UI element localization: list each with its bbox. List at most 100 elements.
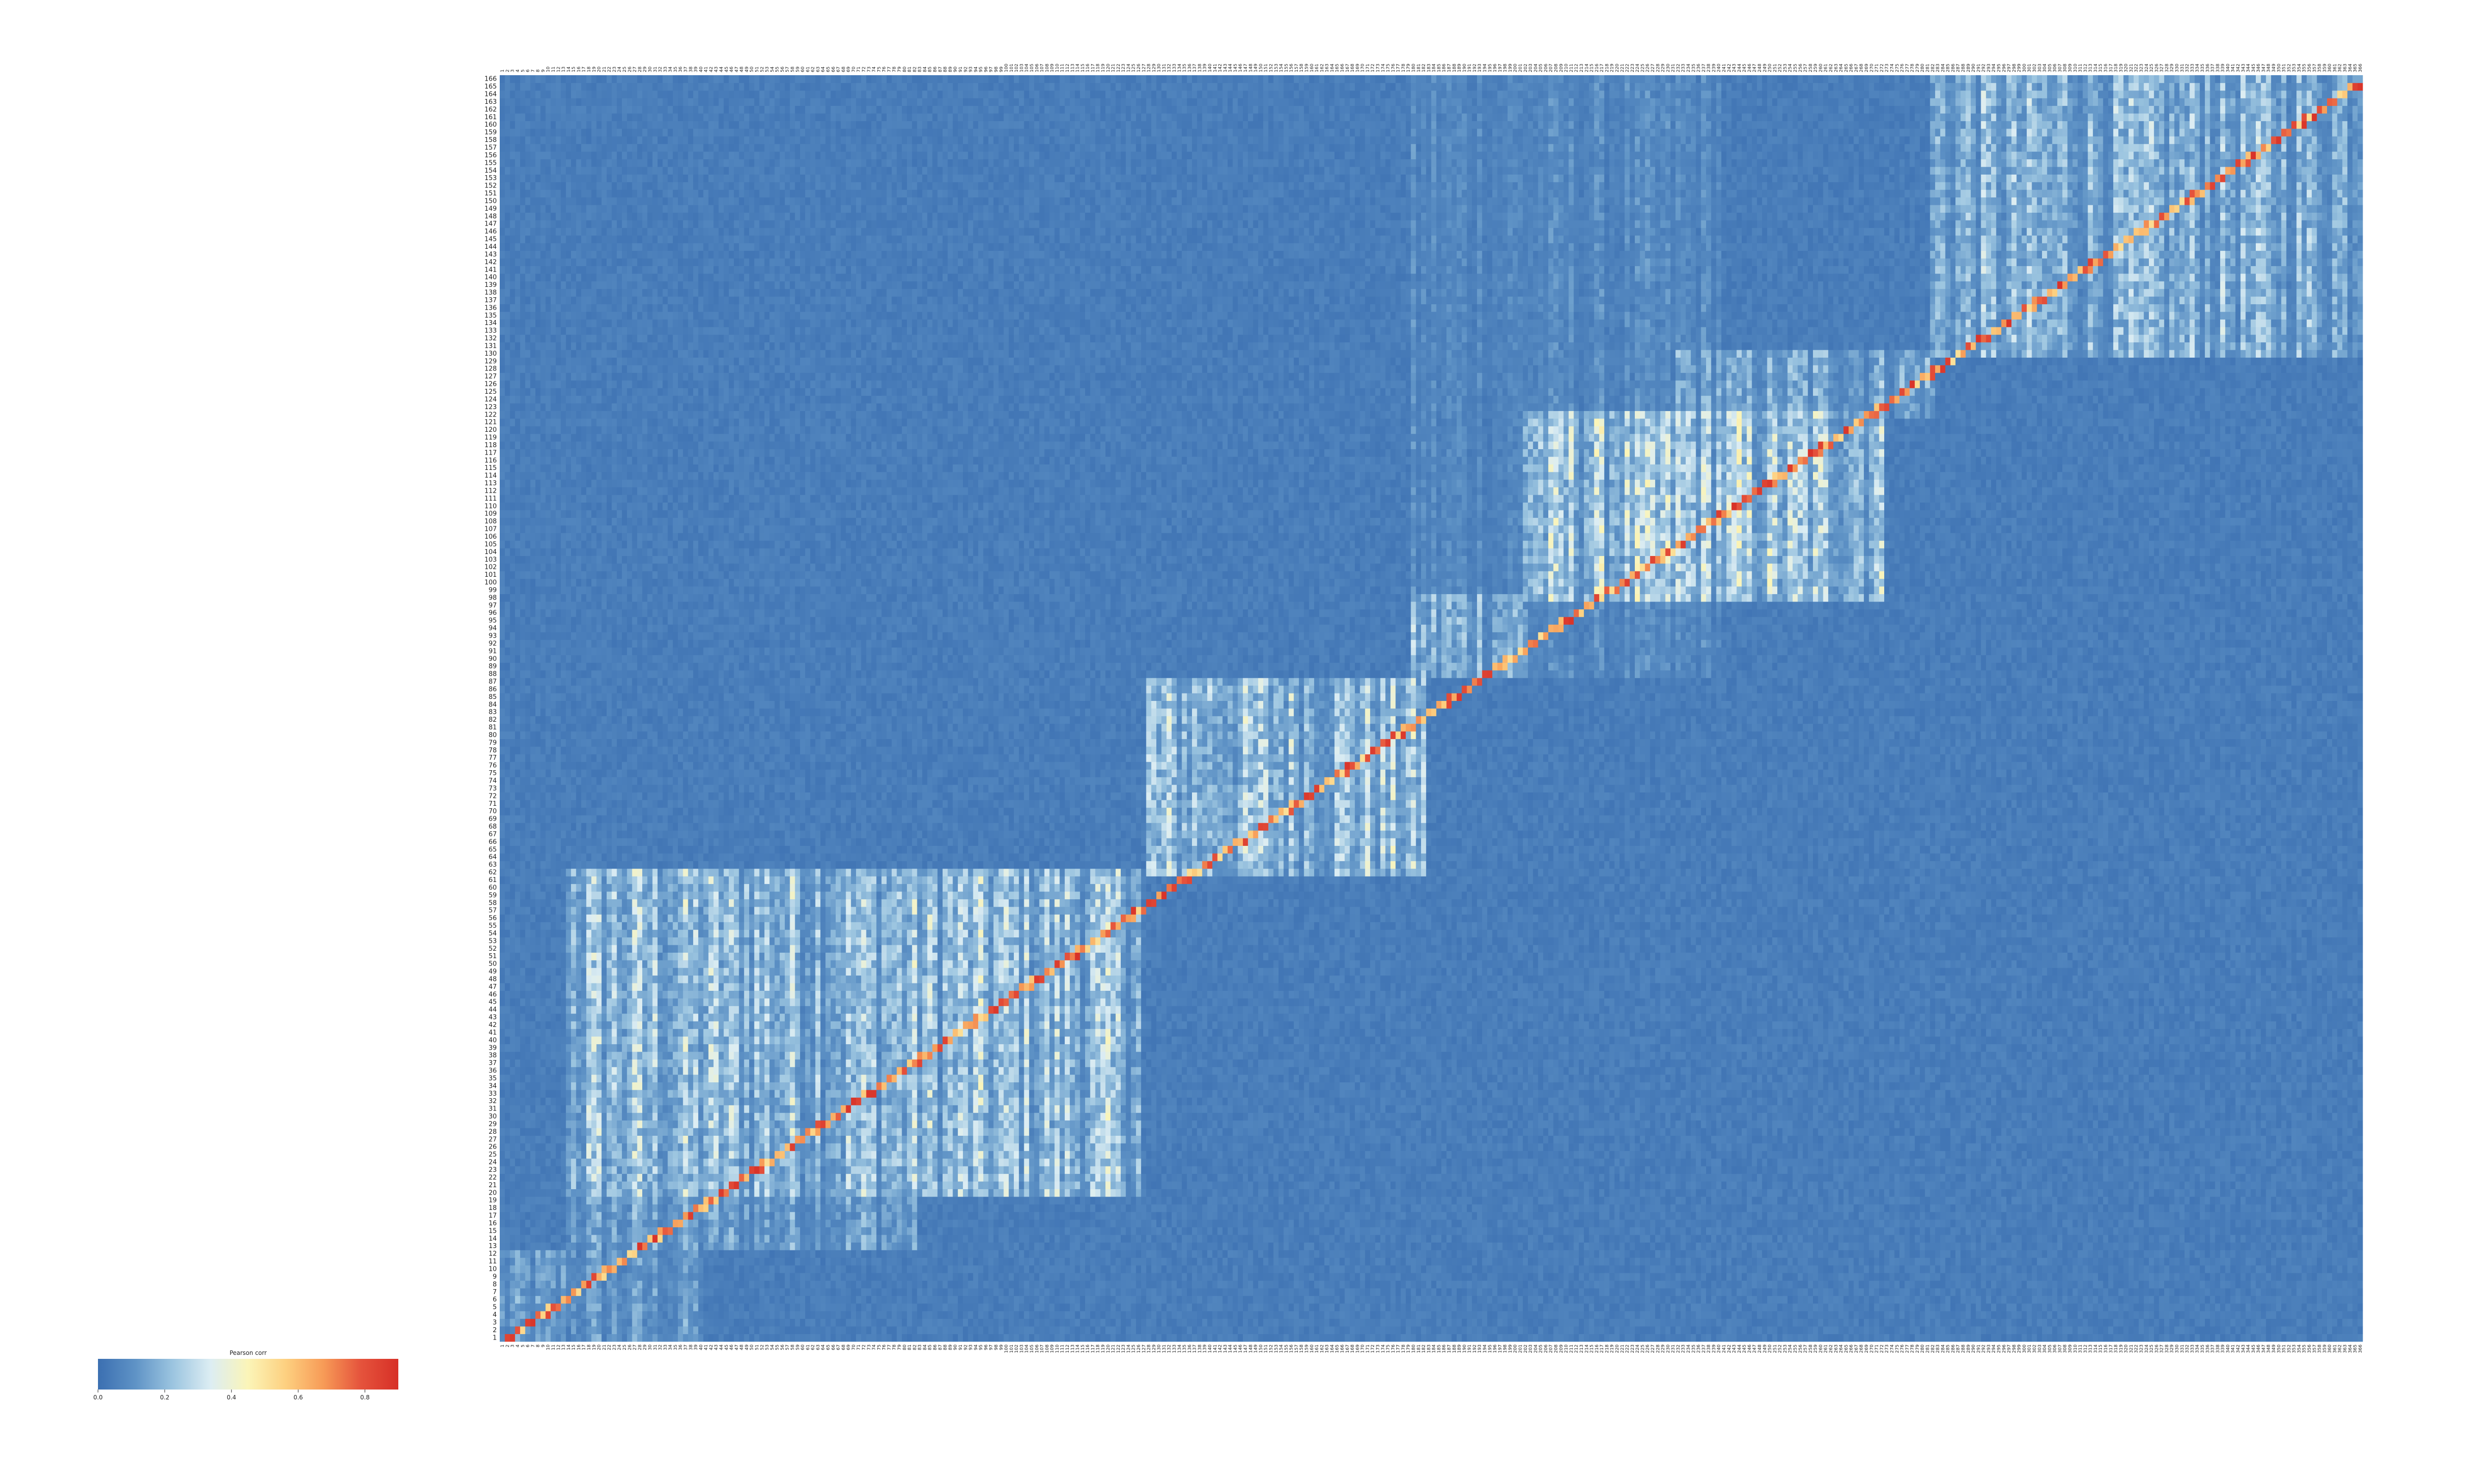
heatmap-cell [546,1334,551,1342]
heatmap-cell [1156,1334,1162,1342]
heatmap-cell [602,1334,607,1342]
heatmap-cell [1457,1319,1462,1327]
heatmap-cell [1538,1326,1544,1334]
heatmap-cell [1207,1334,1213,1342]
heatmap-cell [1431,1311,1437,1319]
heatmap-cell [1279,1326,1284,1334]
heatmap-cell [892,1311,897,1319]
heatmap-cell [841,1334,846,1342]
heatmap-cell [1141,1326,1146,1334]
heatmap-cell [1151,1311,1157,1319]
heatmap-cell [887,1311,892,1319]
heatmap-cell [591,1311,597,1319]
heatmap-cell [2342,1319,2348,1327]
heatmap-cell [1711,1311,1716,1319]
heatmap-cell [1431,1319,1437,1327]
heatmap-cell [1528,1326,1533,1334]
heatmap-cell [1543,1334,1549,1342]
heatmap-cell [1411,1326,1416,1334]
heatmap-cell [2231,1319,2236,1327]
heatmap-cell [1319,1319,1325,1327]
heatmap-cell [2103,1326,2108,1334]
heatmap-cell [1655,1326,1661,1334]
heatmap-cell [897,1319,902,1327]
heatmap-cell [1304,1334,1309,1342]
heatmap-cell [1339,1311,1345,1319]
heatmap-cell [1472,1326,1477,1334]
heatmap-cell [627,1326,632,1334]
heatmap-cell [760,1311,765,1319]
heatmap-cell [1803,1319,1808,1327]
heatmap-cell [2118,1334,2124,1342]
heatmap-cell [1726,1334,1732,1342]
heatmap-cell [1207,1319,1213,1327]
heatmap-cell [1288,1319,1294,1327]
heatmap-cell [1640,1334,1645,1342]
heatmap-cell [1665,1326,1671,1334]
heatmap-cell [1976,1326,1981,1334]
heatmap-cell [1538,1334,1544,1342]
heatmap-cell [1090,1326,1095,1334]
heatmap-cell [1207,1311,1213,1319]
heatmap-cell [1003,1326,1009,1334]
heatmap-cell [1009,1326,1014,1334]
heatmap-cell [2073,1326,2078,1334]
heatmap-cell [1049,1319,1055,1327]
heatmap-cell [500,1334,505,1342]
heatmap-cell [825,1334,831,1342]
heatmap-cell [795,1334,801,1342]
heatmap-cell [790,1311,795,1319]
heatmap-cell [1217,1326,1223,1334]
heatmap-cell [1136,1319,1142,1327]
heatmap-cell [958,1319,963,1327]
heatmap-cell [1884,1334,1890,1342]
heatmap-cell [1798,1334,1803,1342]
heatmap-cell [1686,1334,1691,1342]
heatmap-cell [948,1326,953,1334]
heatmap-cell [1452,1326,1457,1334]
heatmap-cell [907,1319,912,1327]
heatmap-cell [1813,1319,1818,1327]
heatmap-cell [678,1311,683,1319]
heatmap-cell [510,1326,516,1334]
heatmap-cell [1105,1311,1111,1319]
heatmap-cell [1284,1311,1289,1319]
heatmap-cell [1045,1334,1050,1342]
heatmap-cell [724,1334,729,1342]
heatmap-cell [1314,1319,1320,1327]
heatmap-cell [917,1319,923,1327]
heatmap-cell [1085,1319,1091,1327]
heatmap-cell [1085,1326,1091,1334]
heatmap-cell [1054,1334,1060,1342]
heatmap-cell [1849,1326,1854,1334]
heatmap-cell [2185,1326,2190,1334]
heatmap-cell [1070,1334,1075,1342]
heatmap-cell [1172,1326,1177,1334]
heatmap-cell [2185,1319,2190,1327]
heatmap-cell [2205,1326,2210,1334]
heatmap-cell [1594,1326,1600,1334]
heatmap-cell [831,1326,836,1334]
heatmap-cell [1217,1311,1223,1319]
heatmap-cell [2164,1319,2170,1327]
heatmap-cell [2083,1326,2088,1334]
heatmap-cell [1421,1326,1427,1334]
heatmap-cell [968,1311,973,1319]
heatmap-cell [505,1311,510,1319]
heatmap-cell [1360,1319,1365,1327]
heatmap-cell [1370,1326,1376,1334]
heatmap-cell [917,1334,923,1342]
heatmap-cell [551,1311,556,1319]
heatmap-cell [1803,1326,1808,1334]
heatmap-cell [1385,1334,1391,1342]
heatmap-cell [515,1319,521,1327]
heatmap-cell [1935,1326,1941,1334]
heatmap-cell [2307,1326,2312,1334]
heatmap-cell [739,1334,744,1342]
heatmap-cell [1253,1311,1258,1319]
heatmap-cell [1909,1334,1915,1342]
heatmap-cell [1726,1326,1732,1334]
heatmap-cell [724,1319,729,1327]
heatmap-cell [1279,1319,1284,1327]
heatmap-cell [1742,1319,1747,1327]
